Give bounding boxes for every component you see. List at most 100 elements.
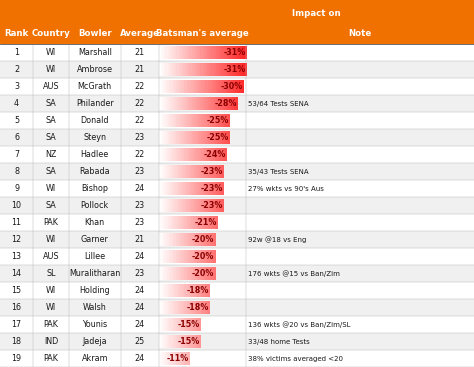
FancyBboxPatch shape [189,284,191,297]
FancyBboxPatch shape [0,78,474,95]
FancyBboxPatch shape [160,301,162,314]
FancyBboxPatch shape [185,301,187,314]
FancyBboxPatch shape [202,97,205,110]
FancyBboxPatch shape [218,63,220,76]
Text: 18: 18 [11,337,22,346]
FancyBboxPatch shape [218,80,220,93]
FancyBboxPatch shape [165,80,167,93]
FancyBboxPatch shape [161,148,163,161]
FancyBboxPatch shape [190,318,191,331]
Text: -30%: -30% [220,82,243,91]
FancyBboxPatch shape [217,114,219,127]
FancyBboxPatch shape [168,46,170,59]
FancyBboxPatch shape [196,216,198,229]
FancyBboxPatch shape [187,63,190,76]
FancyBboxPatch shape [183,131,185,144]
FancyBboxPatch shape [161,80,163,93]
FancyBboxPatch shape [225,148,227,161]
FancyBboxPatch shape [214,233,216,246]
FancyBboxPatch shape [196,131,198,144]
FancyBboxPatch shape [207,114,209,127]
FancyBboxPatch shape [171,131,173,144]
FancyBboxPatch shape [203,182,205,195]
FancyBboxPatch shape [203,199,205,212]
FancyBboxPatch shape [177,267,179,280]
Text: WI: WI [46,286,56,295]
FancyBboxPatch shape [227,63,229,76]
FancyBboxPatch shape [170,182,172,195]
Text: Average: Average [120,29,160,37]
FancyBboxPatch shape [162,182,164,195]
FancyBboxPatch shape [181,148,183,161]
FancyBboxPatch shape [244,46,247,59]
FancyBboxPatch shape [205,114,207,127]
FancyBboxPatch shape [182,250,183,263]
FancyBboxPatch shape [169,335,171,348]
FancyBboxPatch shape [186,182,188,195]
FancyBboxPatch shape [168,63,170,76]
FancyBboxPatch shape [159,63,161,76]
Text: -31%: -31% [223,65,246,74]
FancyBboxPatch shape [161,131,163,144]
FancyBboxPatch shape [198,114,200,127]
FancyBboxPatch shape [176,352,177,365]
Text: Muralitharan: Muralitharan [69,269,120,278]
FancyBboxPatch shape [163,97,165,110]
FancyBboxPatch shape [229,63,231,76]
FancyBboxPatch shape [200,114,201,127]
FancyBboxPatch shape [216,63,218,76]
FancyBboxPatch shape [214,97,217,110]
Text: SA: SA [46,167,56,176]
FancyBboxPatch shape [185,284,187,297]
FancyBboxPatch shape [189,216,190,229]
FancyBboxPatch shape [210,97,212,110]
FancyBboxPatch shape [206,284,208,297]
FancyBboxPatch shape [182,80,184,93]
FancyBboxPatch shape [159,335,160,348]
FancyBboxPatch shape [191,97,193,110]
FancyBboxPatch shape [194,250,196,263]
FancyBboxPatch shape [164,131,166,144]
Text: 5: 5 [14,116,19,125]
FancyBboxPatch shape [163,335,164,348]
Text: SA: SA [46,201,56,210]
Text: -18%: -18% [186,286,209,295]
FancyBboxPatch shape [161,335,162,348]
FancyBboxPatch shape [193,80,195,93]
FancyBboxPatch shape [193,335,194,348]
FancyBboxPatch shape [197,267,199,280]
FancyBboxPatch shape [170,250,172,263]
FancyBboxPatch shape [186,267,187,280]
FancyBboxPatch shape [170,199,172,212]
FancyBboxPatch shape [219,131,221,144]
FancyBboxPatch shape [202,46,205,59]
FancyBboxPatch shape [183,199,185,212]
FancyBboxPatch shape [216,46,218,59]
FancyBboxPatch shape [224,97,227,110]
FancyBboxPatch shape [185,165,187,178]
FancyBboxPatch shape [218,46,220,59]
FancyBboxPatch shape [161,114,163,127]
Text: Rank: Rank [4,29,29,37]
Text: Younis: Younis [82,320,108,329]
FancyBboxPatch shape [209,165,211,178]
Text: -20%: -20% [192,269,214,278]
FancyBboxPatch shape [196,250,197,263]
FancyBboxPatch shape [193,216,195,229]
FancyBboxPatch shape [159,80,161,93]
FancyBboxPatch shape [168,352,169,365]
FancyBboxPatch shape [186,148,188,161]
FancyBboxPatch shape [192,114,194,127]
FancyBboxPatch shape [177,148,179,161]
FancyBboxPatch shape [165,63,168,76]
FancyBboxPatch shape [164,199,165,212]
FancyBboxPatch shape [197,216,199,229]
FancyBboxPatch shape [172,335,173,348]
Text: NZ: NZ [46,150,56,159]
FancyBboxPatch shape [187,284,188,297]
FancyBboxPatch shape [194,216,196,229]
FancyBboxPatch shape [222,131,225,144]
FancyBboxPatch shape [182,131,184,144]
FancyBboxPatch shape [172,165,173,178]
FancyBboxPatch shape [214,267,216,280]
